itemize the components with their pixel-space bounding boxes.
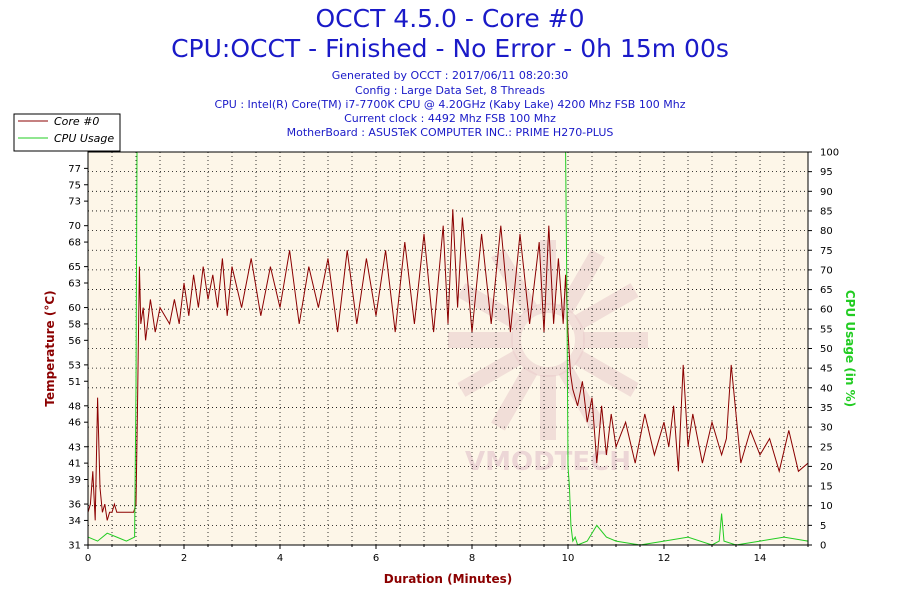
legend-box xyxy=(13,113,121,152)
x-tick-label: 10 xyxy=(562,553,575,564)
y-tick-label: 34 xyxy=(68,516,81,527)
legend-label: CPU Usage xyxy=(54,132,114,145)
y2-tick-label: 30 xyxy=(820,423,833,434)
x-tick-label: 0 xyxy=(85,553,91,564)
y2-tick-label: 50 xyxy=(820,344,833,355)
y2-tick-label: 75 xyxy=(820,246,833,257)
y-tick-label: 63 xyxy=(68,279,81,290)
axis-ticks: 0 2 4 6 8 10 12 1431343639414346485153565860636… xyxy=(68,148,839,565)
y-tick-label: 58 xyxy=(68,319,81,330)
info-config: Config : Large Data Set, 8 Threads xyxy=(355,84,545,97)
y-tick-label: 53 xyxy=(68,360,81,371)
series-line-core-0 xyxy=(87,209,809,521)
y2-tick-label: 55 xyxy=(820,324,833,335)
watermark-ray xyxy=(574,283,639,330)
watermark-ring xyxy=(511,303,585,377)
y2-tick-label: 0 xyxy=(820,541,826,552)
chart-title: OCCT 4.5.0 - Core #0 xyxy=(315,4,585,33)
y2-tick-label: 25 xyxy=(820,442,833,453)
y-tick-label: 68 xyxy=(68,238,81,249)
y2-tick-label: 35 xyxy=(820,403,833,414)
y-tick-label: 36 xyxy=(68,500,81,511)
y2-tick-label: 85 xyxy=(820,206,833,217)
y-axis-label: Temperature (°C) xyxy=(43,290,57,406)
x-tick-label: 2 xyxy=(181,553,187,564)
chart-subtitle: CPU:OCCT - Finished - No Error - 0h 15m … xyxy=(171,34,729,63)
y2-tick-label: 100 xyxy=(820,148,839,159)
y2-axis-label: CPU Usage (in %) xyxy=(843,290,857,407)
series-lines xyxy=(87,151,809,546)
y-tick-label: 51 xyxy=(68,377,81,388)
y2-tick-label: 60 xyxy=(820,305,833,316)
y2-tick-label: 45 xyxy=(820,364,833,375)
legend-label: Core #0 xyxy=(54,115,99,128)
legend: Core #0 CPU Usage xyxy=(13,113,121,152)
y-tick-label: 48 xyxy=(68,401,81,412)
y2-tick-label: 20 xyxy=(820,462,833,473)
watermark-logo: VMODTECH xyxy=(448,240,648,477)
x-tick-label: 8 xyxy=(469,553,475,564)
y-tick-label: 31 xyxy=(68,541,81,552)
y-tick-label: 39 xyxy=(68,475,81,486)
watermark-ray xyxy=(491,366,538,431)
plot-frame xyxy=(87,151,809,546)
x-tick-label: 4 xyxy=(277,553,283,564)
info-motherboard: MotherBoard : ASUSTeK COMPUTER INC.: PRI… xyxy=(286,126,614,139)
watermark-ray xyxy=(491,249,538,314)
y2-tick-label: 5 xyxy=(820,521,826,532)
x-tick-label: 14 xyxy=(754,553,767,564)
y2-tick-label: 40 xyxy=(820,383,833,394)
series-line-cpu-usage xyxy=(87,151,809,546)
y-tick-label: 75 xyxy=(68,180,81,191)
grid-lines xyxy=(88,152,808,545)
y-tick-label: 70 xyxy=(68,221,81,232)
y-tick-label: 56 xyxy=(68,336,81,347)
x-tick-label: 6 xyxy=(373,553,379,564)
y-tick-label: 60 xyxy=(68,303,81,314)
y-tick-label: 73 xyxy=(68,197,81,208)
watermark-ray xyxy=(574,350,639,397)
info-cpu: CPU : Intel(R) Core(TM) i7-7700K CPU @ 4… xyxy=(214,98,686,111)
y2-tick-label: 90 xyxy=(820,187,833,198)
x-tick-label: 12 xyxy=(658,553,671,564)
x-axis-label: Duration (Minutes) xyxy=(384,572,512,586)
y2-tick-label: 70 xyxy=(820,265,833,276)
y-tick-label: 41 xyxy=(68,459,81,470)
y2-tick-label: 10 xyxy=(820,501,833,512)
y2-tick-label: 15 xyxy=(820,482,833,493)
y2-tick-label: 95 xyxy=(820,167,833,178)
watermark-text: VMODTECH xyxy=(465,447,631,477)
watermark-ray xyxy=(558,249,605,314)
y2-tick-label: 65 xyxy=(820,285,833,296)
y-tick-label: 46 xyxy=(68,418,81,429)
info-generated: Generated by OCCT : 2017/06/11 08:20:30 xyxy=(331,69,569,82)
y-tick-label: 65 xyxy=(68,262,81,273)
y-tick-label: 77 xyxy=(68,164,81,175)
watermark-ray xyxy=(457,350,522,397)
y2-tick-label: 80 xyxy=(820,226,833,237)
y-tick-label: 43 xyxy=(68,442,81,453)
info-clock: Current clock : 4492 Mhz FSB 100 Mhz xyxy=(344,112,556,125)
